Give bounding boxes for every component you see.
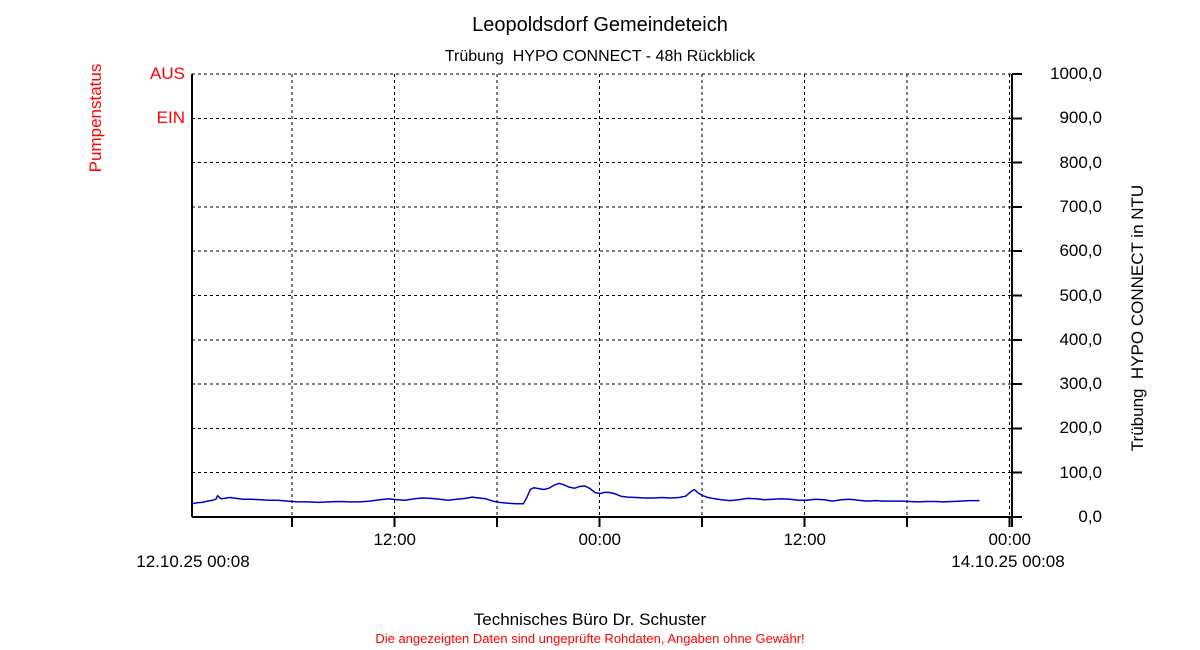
footer-disclaimer: Die angezeigten Daten sind ungeprüfte Ro…	[375, 631, 805, 646]
pump-tick-label-ein: EIN	[156, 108, 185, 127]
data-line-turbidity	[191, 482, 980, 505]
y-axis-tick-label: 0,0	[1078, 507, 1102, 526]
x-axis-tick-label: 12:00	[373, 530, 416, 549]
y-axis-tick-label: 600,0	[1059, 241, 1102, 261]
y-axis-label: Trübung HYPO CONNECT in NTU	[1128, 184, 1147, 452]
y-axis-tick-label: 100,0	[1059, 462, 1102, 482]
x-axis-tick-label: 12:00	[783, 530, 826, 549]
chart-title: Leopoldsdorf Gemeindeteich	[472, 14, 728, 36]
x-axis-start-date: 12.10.25 00:08	[136, 552, 250, 571]
footer-company: Technisches Büro Dr. Schuster	[473, 610, 707, 629]
y-axis-tick-label: 800,0	[1059, 152, 1102, 172]
x-axis-tick-label: 00:00	[988, 530, 1031, 549]
chart-subtitle: Trübung HYPO CONNECT - 48h Rückblick	[444, 48, 756, 65]
y-axis-tick-label: 400,0	[1059, 329, 1102, 349]
y-axis-tick-label: 300,0	[1059, 374, 1102, 394]
y-axis-tick-label: 1000,0	[1050, 64, 1102, 83]
pump-tick-label-aus: AUS	[150, 64, 185, 83]
y-axis-tick-label: 500,0	[1059, 285, 1102, 305]
y-axis-tick-label: 900,0	[1059, 108, 1102, 128]
y-axis-tick-label: 200,0	[1059, 418, 1102, 438]
x-axis-end-date: 14.10.25 00:08	[951, 552, 1065, 571]
x-axis-tick-label: 00:00	[578, 530, 621, 549]
y-axis-tick-label: 700,0	[1059, 196, 1102, 216]
pump-status-axis-label: Pumpenstatus	[86, 63, 105, 173]
